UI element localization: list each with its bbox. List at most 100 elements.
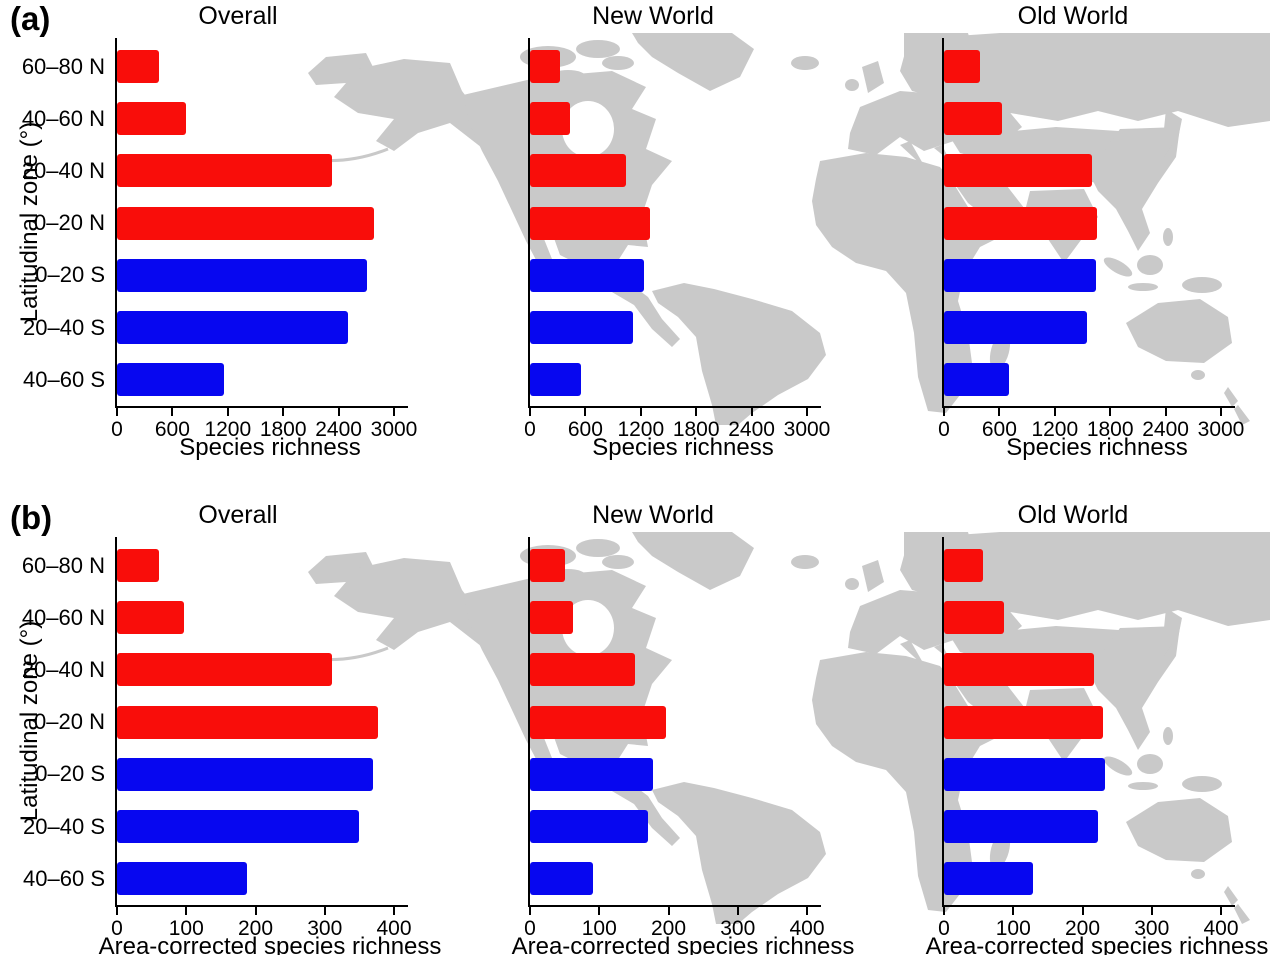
bar-40–60-n	[944, 601, 1004, 634]
x-axis-tick	[943, 907, 945, 915]
bar-40–60-n	[117, 102, 186, 135]
x-tick-label: 300	[1134, 917, 1170, 940]
x-axis-tick	[1053, 408, 1056, 416]
bar-0–20-s	[530, 259, 644, 292]
bar-0–20-s	[944, 259, 1096, 292]
x-axis-tick	[695, 408, 698, 416]
bar-40–60-s	[117, 363, 224, 396]
bar-20–40-n	[530, 653, 635, 686]
x-tick-label: 600	[981, 418, 1017, 441]
x-axis-line	[115, 905, 408, 907]
y-axis-line	[942, 38, 944, 408]
bar-20–40-s	[530, 810, 648, 843]
x-axis-line	[528, 406, 821, 408]
y-axis-line	[528, 38, 530, 408]
bar-40–60-s	[117, 862, 247, 895]
x-axis-tick	[393, 907, 395, 915]
x-tick-label: 600	[567, 418, 603, 441]
bar-20–40-s	[530, 311, 633, 344]
x-tick-label: 1200	[1031, 418, 1079, 441]
x-axis-tick	[750, 408, 753, 416]
x-tick-label: 200	[650, 917, 687, 940]
x-tick-label: 200	[237, 917, 274, 940]
x-axis-tick	[667, 907, 670, 915]
category-label: 0–20 S	[35, 262, 105, 287]
x-axis-line	[942, 406, 1235, 408]
x-axis-tick	[226, 408, 229, 416]
bar-40–60-n	[530, 601, 573, 634]
x-tick-label: 100	[995, 917, 1031, 940]
bar-40–60-s	[944, 363, 1009, 396]
x-axis-title: Species richness	[592, 434, 774, 461]
x-axis-tick	[1081, 907, 1084, 915]
x-tick-label: 200	[1064, 917, 1101, 940]
x-tick-label: 1800	[672, 418, 720, 441]
x-axis-tick	[529, 408, 531, 416]
bar-20–40-n	[530, 154, 626, 187]
x-axis-tick	[116, 408, 118, 416]
category-label: 20–40 N	[21, 158, 105, 183]
x-axis-tick	[998, 408, 1001, 416]
category-label: 20–40 N	[21, 657, 105, 682]
x-tick-label: 0	[938, 917, 950, 940]
chart-title-overall: Overall	[198, 2, 278, 30]
bar-0–20-n	[117, 706, 378, 739]
x-axis-title: Area-corrected species richness	[98, 933, 442, 955]
x-tick-label: 300	[720, 917, 756, 940]
world-map	[306, 33, 1270, 425]
chart-title-old-world: Old World	[1017, 2, 1129, 30]
x-tick-label: 3000	[370, 418, 418, 441]
x-axis-tick	[598, 907, 601, 915]
x-tick-label: 2400	[1142, 418, 1189, 441]
x-tick-label: 1200	[617, 418, 665, 441]
x-axis-title: Area-corrected species richness	[925, 933, 1269, 955]
bar-0–20-n	[530, 706, 666, 739]
bar-20–40-n	[944, 653, 1094, 686]
x-axis-title: Species richness	[1006, 434, 1188, 461]
x-axis-tick	[337, 408, 340, 416]
category-label: 0–20 N	[34, 709, 105, 734]
x-axis-title: Area-corrected species richness	[511, 933, 855, 955]
bar-60–80-n	[944, 549, 983, 582]
y-axis-line	[528, 537, 530, 907]
x-axis-tick	[185, 907, 188, 915]
bar-40–60-s	[530, 363, 581, 396]
x-tick-label: 400	[376, 917, 412, 940]
y-axis-line	[115, 38, 117, 408]
bar-20–40-s	[117, 810, 359, 843]
bar-40–60-n	[944, 102, 1002, 135]
bar-60–80-n	[117, 549, 159, 582]
x-axis-tick	[736, 907, 739, 915]
x-axis-tick	[1012, 907, 1015, 915]
x-axis-line	[528, 905, 821, 907]
bar-60–80-n	[530, 50, 560, 83]
x-tick-label: 0	[111, 917, 123, 940]
x-tick-label: 400	[1203, 917, 1239, 940]
x-tick-label: 3000	[783, 418, 831, 441]
x-tick-label: 2400	[315, 418, 362, 441]
category-label: 40–60 S	[23, 367, 105, 392]
bar-0–20-n	[944, 207, 1097, 240]
x-tick-label: 1200	[204, 418, 252, 441]
x-tick-label: 0	[524, 418, 536, 441]
bar-60–80-n	[117, 50, 159, 83]
bar-0–20-s	[944, 758, 1105, 791]
x-axis-tick	[1150, 907, 1153, 915]
x-tick-label: 0	[524, 917, 536, 940]
bar-20–40-s	[944, 810, 1098, 843]
y-axis-line	[115, 537, 117, 907]
bar-20–40-n	[117, 154, 332, 187]
chart-title-overall: Overall	[198, 501, 278, 529]
bar-40–60-s	[944, 862, 1033, 895]
x-axis-line	[942, 905, 1235, 907]
bar-20–40-s	[117, 311, 348, 344]
bar-40–60-n	[117, 601, 184, 634]
bar-60–80-n	[530, 549, 565, 582]
x-axis-tick	[282, 408, 285, 416]
category-label: 20–40 S	[23, 315, 105, 340]
x-tick-label: 0	[938, 418, 950, 441]
x-tick-label: 0	[111, 418, 123, 441]
x-axis-tick	[1109, 408, 1112, 416]
bar-20–40-n	[944, 154, 1092, 187]
chart-title-new-world: New World	[592, 501, 714, 529]
